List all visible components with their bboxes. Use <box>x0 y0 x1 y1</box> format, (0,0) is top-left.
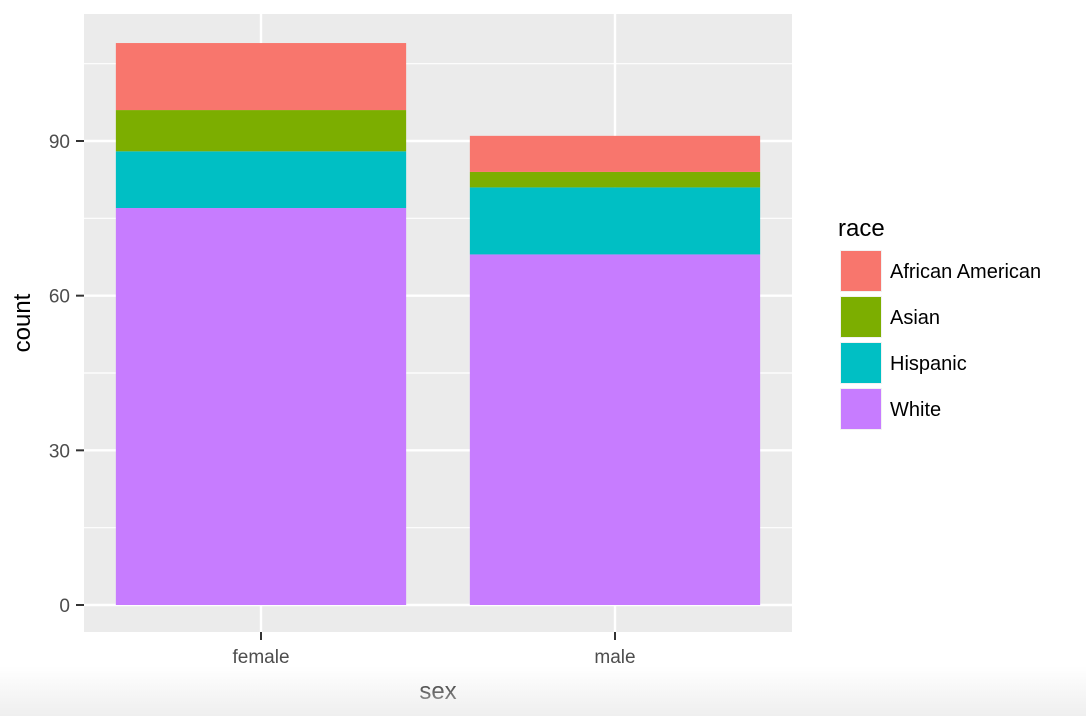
y-axis: 0 30 60 90 <box>49 132 84 617</box>
legend: race African American Asian Hispanic White <box>838 215 1041 430</box>
bar-female-asian <box>115 110 407 152</box>
x-axis-title: sex <box>419 678 456 705</box>
bar-male-african-american <box>469 135 761 172</box>
x-tick-label: male <box>594 647 635 668</box>
y-tick-label: 60 <box>49 287 70 308</box>
legend-label-african-american: African American <box>890 261 1041 283</box>
bar-female-african-american <box>115 43 407 111</box>
bar-male-white <box>469 254 761 605</box>
bar-female-white <box>115 208 407 605</box>
x-tick-label: female <box>232 647 289 668</box>
x-axis: female male <box>232 632 636 668</box>
bars <box>115 43 761 605</box>
legend-swatch-white <box>841 389 881 429</box>
legend-label-hispanic: Hispanic <box>890 353 967 375</box>
legend-swatch-asian <box>841 297 881 337</box>
y-axis-title: count <box>9 293 36 352</box>
legend-label-asian: Asian <box>890 307 940 329</box>
legend-swatch-hispanic <box>841 343 881 383</box>
y-tick-label: 0 <box>59 596 70 617</box>
legend-swatch-african-american <box>841 251 881 291</box>
legend-label-white: White <box>890 399 941 421</box>
y-tick-label: 90 <box>49 132 70 153</box>
bar-male-hispanic <box>469 187 761 255</box>
legend-title: race <box>838 215 885 242</box>
bar-female-hispanic <box>115 151 407 209</box>
bar-male-asian <box>469 171 761 188</box>
y-tick-label: 30 <box>49 441 70 462</box>
